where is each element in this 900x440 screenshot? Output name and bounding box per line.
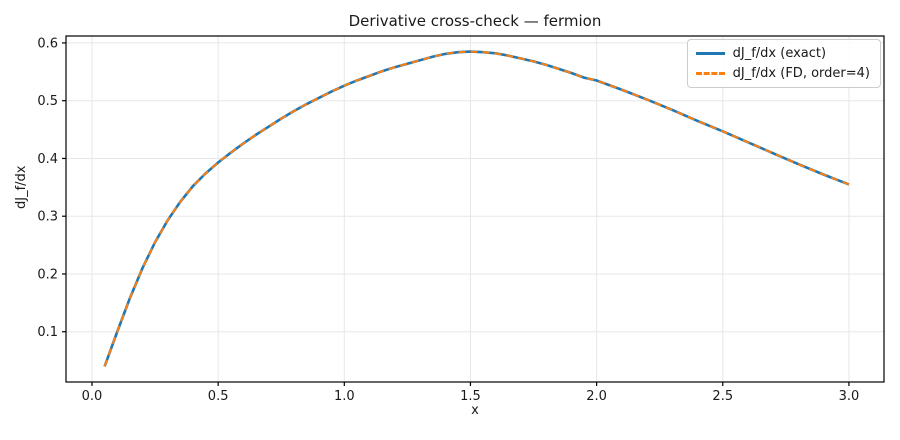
legend-line-dashed-icon	[695, 72, 725, 75]
series-line-0	[103, 50, 850, 367]
y-tick-label: 0.5	[37, 94, 58, 109]
x-axis-label: x	[471, 403, 479, 418]
gridlines	[66, 36, 884, 382]
legend-label-exact: dJ_f/dx (exact)	[732, 46, 827, 61]
chart-title: Derivative cross-check — fermion	[348, 12, 602, 30]
legend-item-exact: dJ_f/dx (exact)	[695, 46, 870, 61]
plot-frame	[65, 35, 885, 383]
y-axis-label: dJ_f/dx	[14, 165, 29, 210]
series-line-1	[103, 50, 850, 367]
x-tick-label: 1.5	[460, 389, 481, 404]
y-tick-label: 0.2	[37, 267, 58, 282]
legend-item-fd: dJ_f/dx (FD, order=4)	[695, 66, 870, 81]
legend-line-solid-icon	[695, 52, 725, 55]
y-tick-label: 0.3	[37, 210, 58, 225]
x-tick-label: 1.0	[334, 389, 355, 404]
y-tick-label: 0.1	[37, 325, 58, 340]
legend-label-fd: dJ_f/dx (FD, order=4)	[732, 66, 870, 81]
x-tick-label: 2.0	[586, 389, 607, 404]
x-tick-label: 3.0	[839, 389, 860, 404]
y-tick-label: 0.4	[37, 152, 58, 167]
x-tick-label: 0.5	[208, 389, 229, 404]
axis-ticks: 0.0 0.5 1.0 1.5 2.0 2.5 3.0 0.1 0.2 0.3 0.4 0.5 0.6	[37, 36, 859, 404]
legend: dJ_f/dx (exact) dJ_f/dx (FD, order=4)	[686, 39, 881, 88]
y-tick-label: 0.6	[37, 36, 58, 51]
x-tick-label: 0.0	[82, 389, 103, 404]
x-tick-label: 2.5	[712, 389, 733, 404]
